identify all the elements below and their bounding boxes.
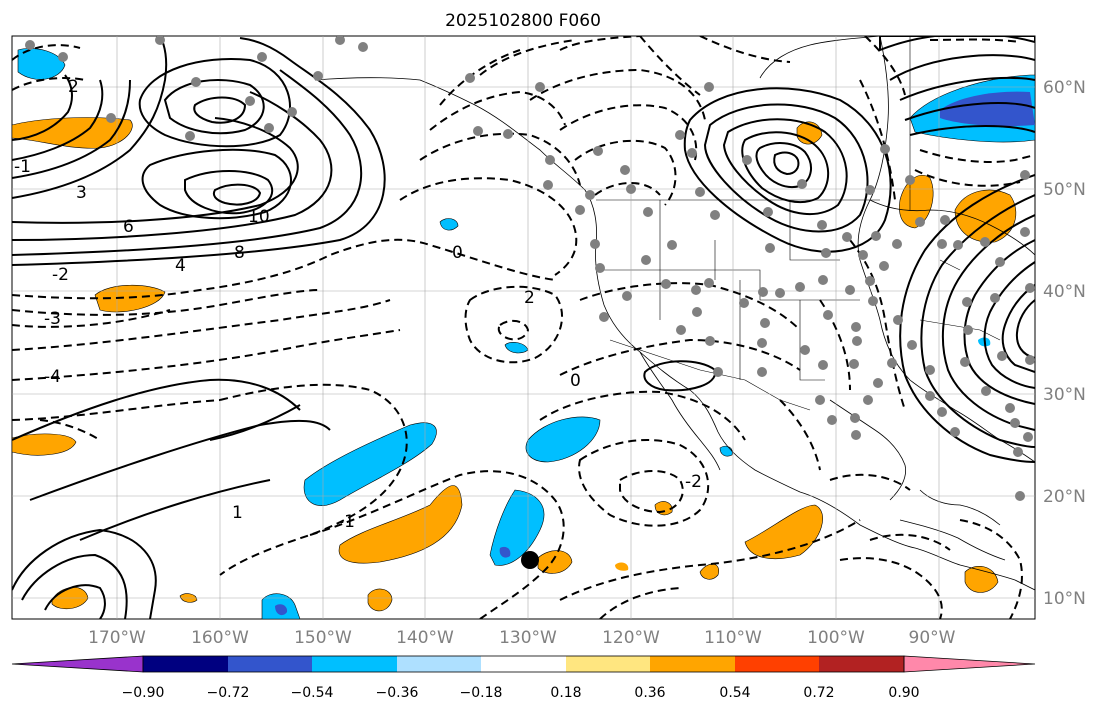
lon-tick-label: 170°W	[88, 628, 146, 648]
colorbar-low-extend	[11, 655, 144, 673]
colorbar-high-extend	[903, 655, 1036, 673]
lon-tick-label: 130°W	[499, 628, 557, 648]
lon-tick-label: 90°W	[909, 628, 956, 648]
colorbar-segment	[481, 656, 566, 672]
contour-label: -2	[52, 265, 69, 285]
colorbar-label: −0.36	[376, 685, 419, 701]
colorbar-label: −0.54	[291, 685, 334, 701]
lon-tick-label: 160°W	[191, 628, 249, 648]
colorbar-segment	[312, 656, 397, 672]
contour-label: 6	[123, 217, 134, 237]
colorbar-frame	[142, 655, 905, 673]
lat-tick-label: 10°N	[1043, 589, 1086, 609]
contour-labels: 1 2 6 8 10 3 4 0 -1 -2 -3 -4 2 0 -1 -2	[14, 77, 702, 532]
colorbar-segment	[397, 656, 481, 672]
colorbar-label: −0.18	[460, 685, 503, 701]
contour-label: 10	[248, 207, 270, 227]
colorbar-label: 0.18	[550, 685, 581, 701]
colorbar-segment	[566, 656, 650, 672]
storm-marker	[521, 551, 539, 569]
contour-label: -1	[338, 512, 355, 532]
contour-label: 3	[76, 183, 87, 203]
longitude-axis: 170°W 160°W 150°W 140°W 130°W 120°W 110°…	[88, 628, 956, 648]
contour-label: -1	[14, 157, 31, 177]
lat-tick-label: 60°N	[1043, 78, 1086, 98]
latitude-axis: 60°N 50°N 40°N 30°N 20°N 10°N	[1043, 78, 1086, 609]
lon-tick-label: 100°W	[807, 628, 865, 648]
lon-tick-label: 140°W	[396, 628, 454, 648]
colorbar-label: 0.36	[634, 685, 665, 701]
contour-label: -3	[44, 309, 61, 329]
colorbar: −0.90 −0.72 −0.54 −0.36 −0.18 0.18 0.36 …	[11, 655, 1036, 701]
contour-label: 2	[68, 77, 79, 97]
contour-label: 0	[452, 243, 463, 263]
lon-tick-label: 110°W	[704, 628, 762, 648]
lat-tick-label: 40°N	[1043, 282, 1086, 302]
lat-tick-label: 50°N	[1043, 180, 1086, 200]
lat-tick-label: 20°N	[1043, 487, 1086, 507]
graticule	[12, 36, 1035, 619]
colorbar-label: 0.54	[719, 685, 750, 701]
contour-label: 1	[232, 503, 243, 523]
colorbar-segment	[819, 656, 904, 672]
contour-label: 2	[524, 288, 535, 308]
colorbar-label: −0.72	[207, 685, 250, 701]
colorbar-label: 0.72	[803, 685, 834, 701]
contour-label: 8	[234, 243, 245, 263]
contour-label: 0	[570, 371, 581, 391]
positive-contours	[12, 36, 1035, 619]
colorbar-segment	[735, 656, 819, 672]
contour-label: -2	[685, 472, 702, 492]
colorbar-label: −0.90	[122, 685, 165, 701]
station-markers	[25, 36, 1035, 501]
lon-tick-label: 120°W	[602, 628, 660, 648]
colorbar-segment	[143, 656, 228, 672]
colorbar-segment	[228, 656, 312, 672]
lat-tick-label: 30°N	[1043, 385, 1086, 405]
political-borders	[596, 36, 1001, 411]
colorbar-label: 0.90	[888, 685, 919, 701]
lon-tick-label: 150°W	[294, 628, 352, 648]
contour-label: 4	[175, 256, 186, 276]
colorbar-segment	[650, 656, 735, 672]
contour-label: -4	[44, 367, 61, 387]
map-title: 2025102800 F060	[445, 11, 601, 31]
